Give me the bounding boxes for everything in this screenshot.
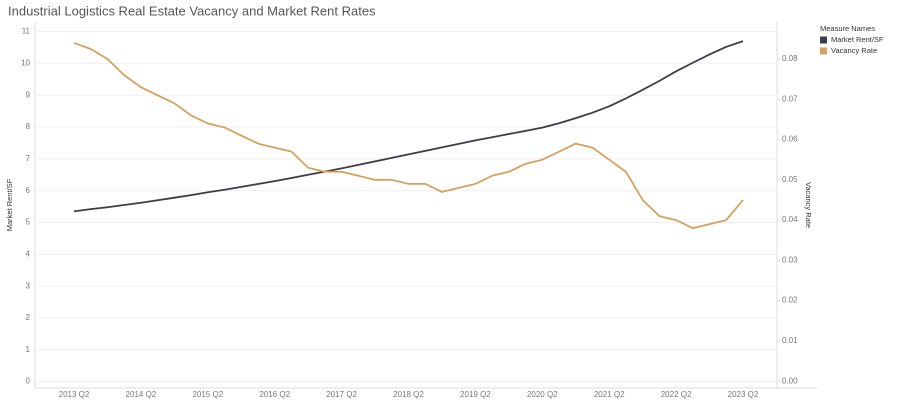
x-tick-label: 2020 Q2 bbox=[527, 390, 558, 399]
x-tick-label: 2016 Q2 bbox=[259, 390, 290, 399]
legend-label: Market Rent/SF bbox=[831, 35, 884, 44]
x-tick-label: 2015 Q2 bbox=[192, 390, 223, 399]
y-tick-label: 9 bbox=[26, 90, 31, 99]
legend-label: Vacancy Rate bbox=[831, 46, 877, 55]
x-tick-label: 2017 Q2 bbox=[326, 390, 357, 399]
y2-tick-label: 0.07 bbox=[782, 94, 798, 103]
y2-tick-label: 0.04 bbox=[782, 215, 798, 224]
y-tick-label: 2 bbox=[26, 313, 31, 322]
y2-tick-label: 0.06 bbox=[782, 135, 798, 144]
chart-title: Industrial Logistics Real Estate Vacancy… bbox=[8, 3, 376, 18]
y2-tick-label: 0.08 bbox=[782, 54, 798, 63]
y-tick-label: 5 bbox=[26, 218, 31, 227]
y-tick-label: 1 bbox=[26, 345, 31, 354]
legend-swatch bbox=[820, 36, 827, 44]
y-tick-label: 0 bbox=[26, 377, 31, 386]
x-tick-label: 2013 Q2 bbox=[59, 390, 90, 399]
y-tick-label: 3 bbox=[26, 281, 31, 290]
x-tick-label: 2023 Q2 bbox=[728, 390, 759, 399]
x-tick-label: 2014 Q2 bbox=[126, 390, 157, 399]
x-tick-label: 2018 Q2 bbox=[393, 390, 424, 399]
y-axis-title: Market Rent/SF bbox=[5, 178, 14, 231]
y-tick-label: 8 bbox=[26, 122, 31, 131]
y-tick-label: 10 bbox=[21, 58, 30, 67]
line-series bbox=[73, 40, 744, 213]
y-tick-label: 6 bbox=[26, 186, 31, 195]
y2-tick-label: 0.00 bbox=[782, 376, 798, 385]
y-tick-label: 4 bbox=[26, 249, 31, 258]
y2-tick-label: 0.02 bbox=[782, 296, 798, 305]
y2-tick-label: 0.03 bbox=[782, 255, 798, 264]
y2-axis-title: Vacancy Rate bbox=[804, 182, 813, 228]
y-tick-label: 7 bbox=[26, 154, 31, 163]
x-tick-label: 2021 Q2 bbox=[594, 390, 625, 399]
legend-swatch bbox=[820, 47, 827, 55]
line-series bbox=[73, 42, 744, 230]
y2-tick-label: 0.05 bbox=[782, 175, 798, 184]
legend-title: Measure Names bbox=[820, 24, 875, 33]
x-tick-label: 2019 Q2 bbox=[460, 390, 491, 399]
y-tick-label: 11 bbox=[22, 27, 31, 36]
y2-tick-label: 0.01 bbox=[782, 336, 798, 345]
x-tick-label: 2022 Q2 bbox=[661, 390, 692, 399]
